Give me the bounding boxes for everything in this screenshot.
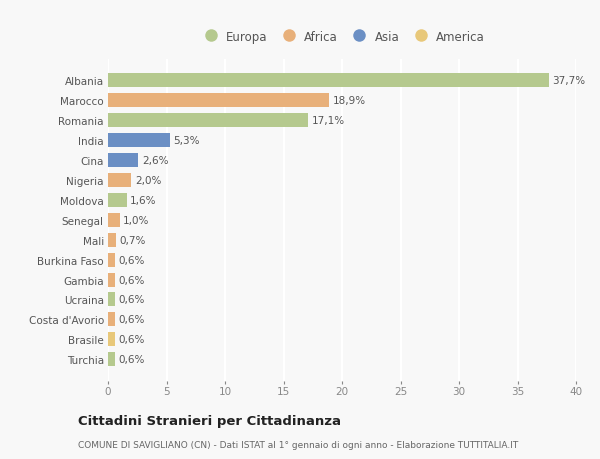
Text: 17,1%: 17,1%: [311, 116, 345, 126]
Text: 0,7%: 0,7%: [120, 235, 146, 245]
Bar: [108, 194, 127, 207]
Bar: [108, 313, 115, 327]
Text: 0,6%: 0,6%: [119, 315, 145, 325]
Text: 1,6%: 1,6%: [130, 196, 157, 206]
Bar: [108, 154, 139, 168]
Text: 0,6%: 0,6%: [119, 335, 145, 345]
Text: 18,9%: 18,9%: [332, 96, 366, 106]
Bar: [108, 114, 308, 128]
Text: 2,0%: 2,0%: [135, 176, 161, 185]
Bar: [108, 273, 115, 287]
Bar: [108, 333, 115, 347]
Text: 0,6%: 0,6%: [119, 275, 145, 285]
Bar: [108, 94, 329, 108]
Bar: [108, 253, 115, 267]
Text: COMUNE DI SAVIGLIANO (CN) - Dati ISTAT al 1° gennaio di ogni anno - Elaborazione: COMUNE DI SAVIGLIANO (CN) - Dati ISTAT a…: [78, 441, 518, 449]
Text: Cittadini Stranieri per Cittadinanza: Cittadini Stranieri per Cittadinanza: [78, 414, 341, 428]
Bar: [108, 74, 549, 88]
Text: 0,6%: 0,6%: [119, 354, 145, 364]
Bar: [108, 213, 120, 227]
Bar: [108, 233, 116, 247]
Text: 37,7%: 37,7%: [553, 76, 586, 86]
Bar: [108, 293, 115, 307]
Bar: [108, 174, 131, 188]
Text: 0,6%: 0,6%: [119, 255, 145, 265]
Bar: [108, 134, 170, 148]
Legend: Europa, Africa, Asia, America: Europa, Africa, Asia, America: [196, 27, 488, 47]
Text: 0,6%: 0,6%: [119, 295, 145, 305]
Text: 1,0%: 1,0%: [123, 215, 149, 225]
Bar: [108, 353, 115, 366]
Text: 5,3%: 5,3%: [173, 136, 200, 146]
Text: 2,6%: 2,6%: [142, 156, 169, 166]
